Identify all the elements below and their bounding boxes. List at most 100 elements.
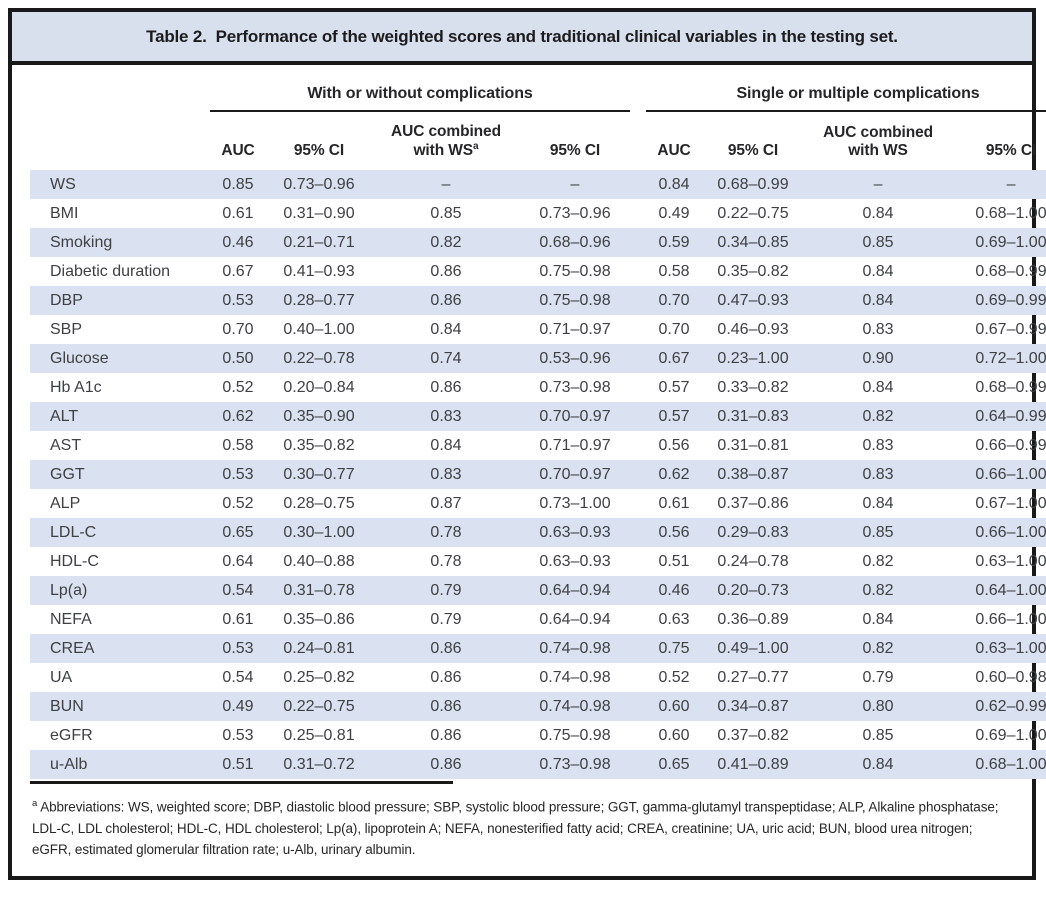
cell-value: 0.84: [862, 204, 894, 222]
column-gap: [630, 691, 647, 721]
auc-combined-line1: AUC combined: [391, 123, 501, 140]
column-gap: [630, 111, 646, 170]
cell-value: 0.66–0.99: [975, 436, 1046, 454]
table-row: Diabetic duration 0.67 0.41–0.93 0.86 0.75–0…: [30, 257, 1046, 286]
cell-value: 0.90: [804, 343, 953, 373]
cell-value: 0.84: [862, 494, 894, 512]
cell-value: 0.74–0.98: [520, 691, 631, 721]
cell-value: 0.70: [658, 320, 690, 338]
row-label: SBP: [50, 320, 83, 338]
auc-combined-line2: with WS: [848, 142, 908, 160]
cell-value: 0.35–0.82: [717, 262, 789, 280]
table-row: UA 0.54 0.25–0.82 0.86 0.74–0.98 0.52 0.27–0.7…: [30, 663, 1046, 692]
cell-value: 0.64–0.94: [520, 575, 631, 605]
cell-value: 0.82: [862, 552, 894, 570]
column-gap: [630, 575, 647, 605]
cell-value: 0.68–1.00: [952, 749, 1046, 779]
cell-value: 0.35–0.86: [283, 610, 355, 628]
cell-value: 0.35–0.82: [283, 436, 355, 454]
cell-value: 0.52: [222, 494, 254, 512]
cell-value: 0.70: [646, 285, 703, 315]
cell-value: 0.41–0.89: [702, 749, 805, 779]
column-gap: [630, 199, 646, 228]
cell-value: 0.68–0.99: [975, 378, 1046, 396]
cell-value: 0.68–1.00: [975, 204, 1046, 222]
column-gap: [630, 285, 647, 315]
column-gap: [630, 315, 646, 344]
cell-value: 0.50: [210, 343, 266, 373]
cell-value: 0.85: [804, 517, 953, 547]
cell-value: 0.61: [222, 204, 254, 222]
col-header-ci-4: 95% CI: [985, 142, 1037, 160]
cell-value: 0.62: [210, 401, 266, 431]
cell-value: 0.31–0.72: [266, 749, 372, 779]
col-header-auc-combined-2: AUC combined with WS: [804, 111, 952, 170]
col-header-ci-1: 95% CI: [293, 142, 345, 160]
row-label: Diabetic duration: [50, 262, 171, 280]
col-header-auc-2: AUC: [657, 142, 691, 160]
cell-value: 0.52: [658, 668, 690, 686]
table-row: CREA 0.53 0.24–0.81 0.86 0.74–0.98 0.75 0.49–1…: [30, 633, 1046, 663]
cell-value: 0.86: [372, 749, 520, 779]
cell-value: 0.62–0.99: [952, 691, 1046, 721]
cell-value: 0.66–1.00: [952, 459, 1046, 489]
cell-value: 0.64–1.00: [952, 575, 1046, 605]
cell-value: 0.54: [210, 575, 266, 605]
cell-value: 0.20–0.84: [283, 378, 355, 396]
column-group-row: With or without complications Single or …: [30, 77, 1046, 112]
cell-value: 0.69–0.99: [952, 285, 1046, 315]
cell-value: 0.36–0.89: [717, 610, 789, 628]
stub-header-empty: [30, 111, 210, 170]
cell-value: 0.25–0.81: [283, 726, 355, 744]
cell-value: 0.24–0.81: [266, 633, 372, 663]
cell-value: 0.53: [222, 726, 254, 744]
cell-value: 0.37–0.82: [717, 726, 789, 744]
table-row: AST 0.58 0.35–0.82 0.84 0.71–0.97 0.56 0.31–0.…: [30, 431, 1046, 460]
table-header: With or without complications Single or …: [30, 77, 1046, 170]
auc-combined-line1: AUC combined: [823, 124, 933, 142]
results-table: With or without complications Single or …: [30, 77, 1046, 779]
cell-value: 0.84: [862, 378, 894, 396]
row-label: HDL-C: [50, 552, 99, 570]
row-label: eGFR: [50, 726, 93, 744]
cell-value: 0.52: [222, 378, 254, 396]
cell-value: 0.82: [372, 227, 520, 257]
column-gap: [630, 401, 647, 431]
cell-value: 0.70–0.97: [520, 459, 631, 489]
table-row: BUN 0.49 0.22–0.75 0.86 0.74–0.98 0.60 0.34–0.…: [30, 691, 1046, 721]
cell-value: 0.21–0.71: [266, 227, 372, 257]
row-label: ALT: [30, 401, 210, 431]
cell-value: 0.68–0.99: [702, 169, 805, 199]
row-label: LDL-C: [30, 517, 210, 547]
column-gap: [630, 489, 646, 518]
table-row: Smoking 0.46 0.21–0.71 0.82 0.68–0.96 0.59 0.3…: [30, 227, 1046, 257]
cell-value: 0.51: [658, 552, 690, 570]
sub-header-row: AUC 95% CI AUC combined with WSa 95% CI A…: [30, 111, 1046, 170]
column-gap: [630, 169, 647, 199]
footnote-marker-a: a: [32, 797, 38, 809]
cell-value: 0.82: [804, 575, 953, 605]
cell-value: 0.83: [862, 320, 894, 338]
footnote-text: Abbreviations: WS, weighted score; DBP, …: [32, 799, 999, 857]
cell-value: 0.82: [804, 401, 953, 431]
cell-value: 0.82: [804, 633, 953, 663]
column-gap: [630, 663, 646, 692]
cell-value: 0.28–0.77: [266, 285, 372, 315]
row-label: GGT: [30, 459, 210, 489]
table-row: u-Alb 0.51 0.31–0.72 0.86 0.73–0.98 0.65 0.41–…: [30, 749, 1046, 779]
cell-value: 0.84: [646, 169, 703, 199]
cell-value: 0.78: [430, 552, 462, 570]
cell-value: 0.40–1.00: [283, 320, 355, 338]
row-label: Lp(a): [30, 575, 210, 605]
col-header-auc-combined-1: AUC combined with WSa: [372, 111, 520, 170]
cell-value: 0.53: [210, 459, 266, 489]
cell-value: 0.57: [658, 378, 690, 396]
row-label: CREA: [30, 633, 210, 663]
auc-combined-line2: with WS: [413, 142, 474, 160]
table-row: ALP 0.52 0.28–0.75 0.87 0.73–1.00 0.61 0.37–0.…: [30, 489, 1046, 518]
cell-value: 0.40–0.88: [283, 552, 355, 570]
cell-value: 0.49: [658, 204, 690, 222]
cell-value: 0.27–0.77: [717, 668, 789, 686]
table-card: Table 2. Performance of the weighted scor…: [8, 8, 1046, 881]
cell-value: 0.72–1.00: [952, 343, 1046, 373]
